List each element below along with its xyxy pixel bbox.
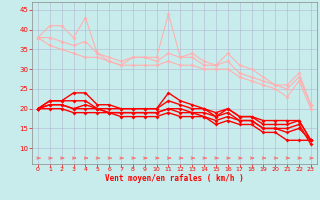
X-axis label: Vent moyen/en rafales ( km/h ): Vent moyen/en rafales ( km/h ) <box>105 174 244 183</box>
